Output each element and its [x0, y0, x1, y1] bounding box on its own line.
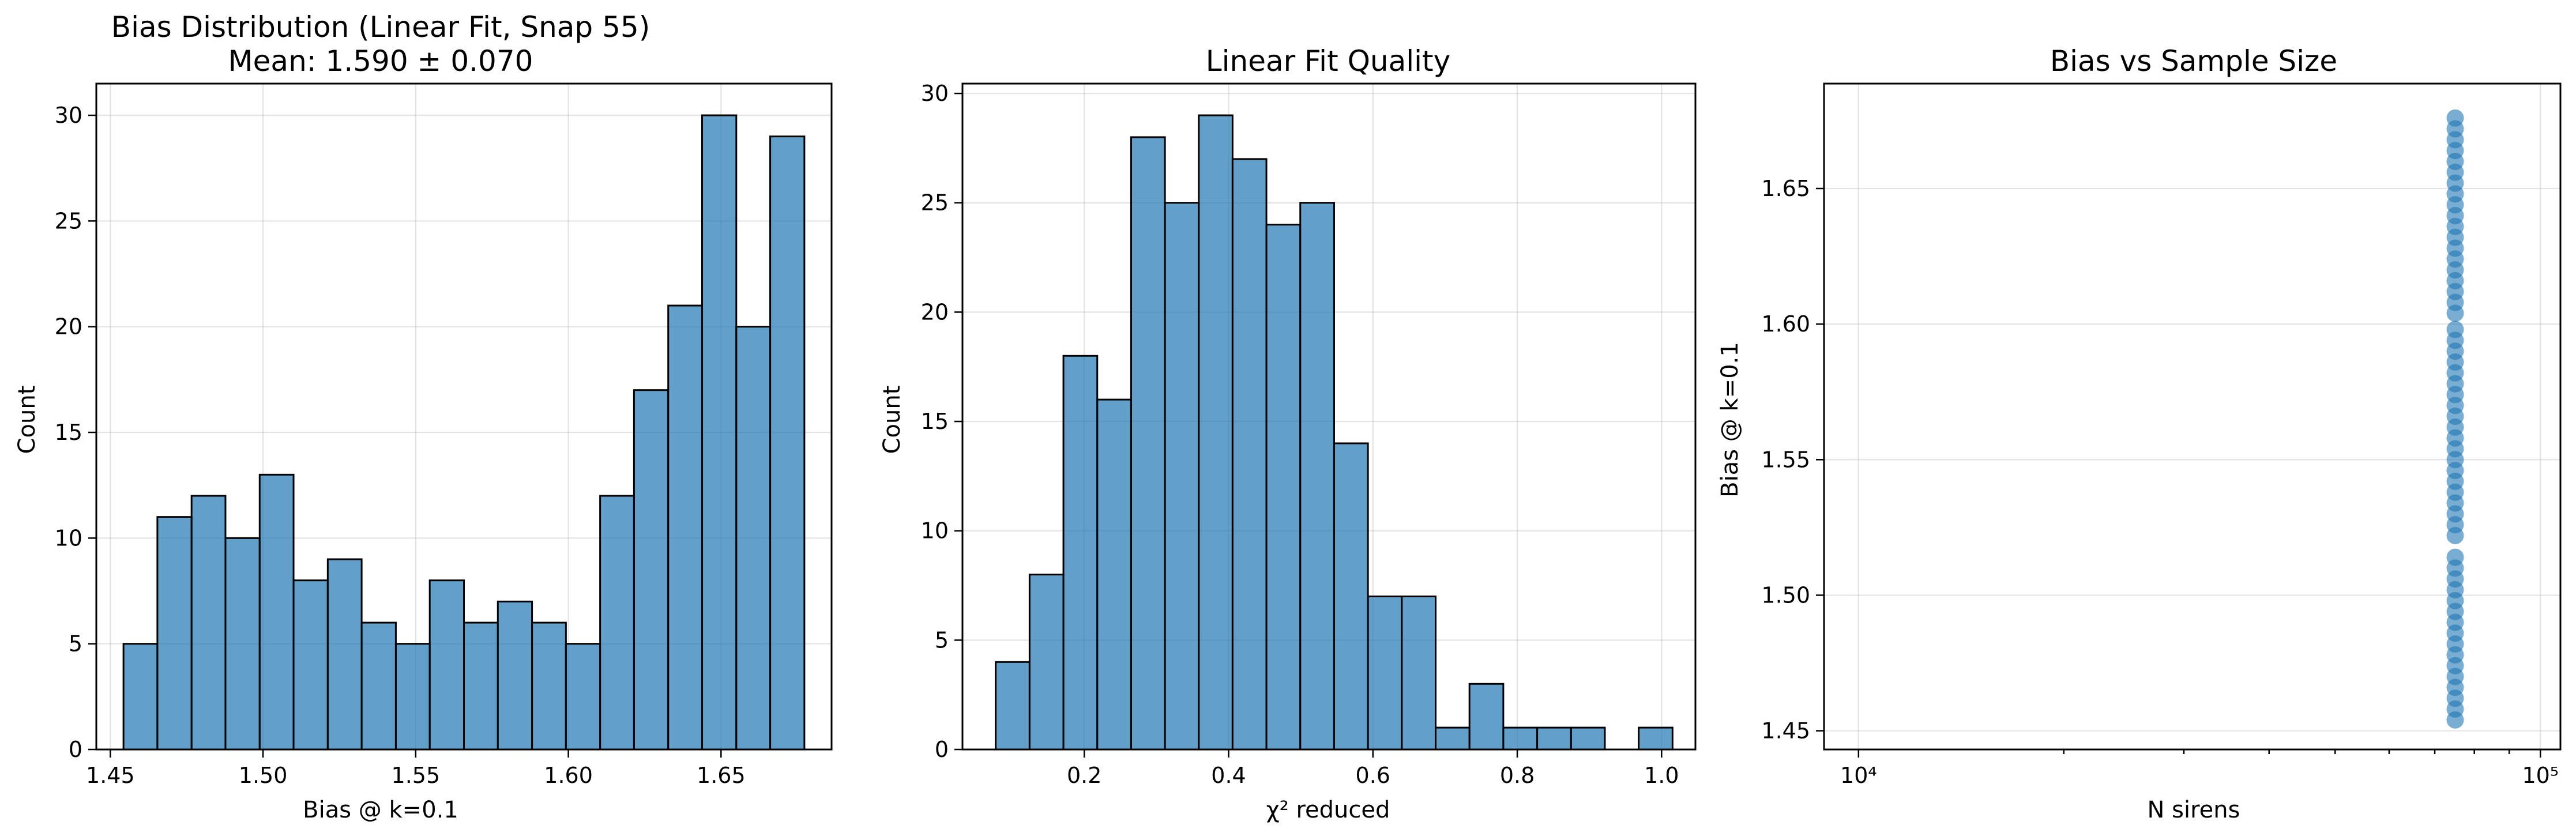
- histogram-bar: [735, 326, 772, 751]
- histogram-bar: [1536, 726, 1572, 751]
- x-tick-label: 1.45: [86, 763, 135, 788]
- histogram-bar: [1570, 726, 1606, 751]
- x-tick-label: 10⁴: [1840, 763, 1877, 788]
- histogram-bar: [1502, 726, 1539, 751]
- x-axis-label: χ² reduced: [1266, 797, 1390, 823]
- scatter-point: [2446, 109, 2464, 127]
- x-tick-label: 1.0: [1644, 763, 1679, 788]
- x-tick-label: 10⁵: [2522, 763, 2559, 788]
- y-tick-label: 0: [69, 737, 82, 762]
- histogram-bar: [1435, 726, 1471, 751]
- y-tick-label: 15: [921, 409, 949, 434]
- histogram-bar: [1367, 595, 1403, 751]
- histogram-bar: [531, 621, 567, 751]
- histogram-bar: [258, 473, 295, 751]
- histogram-bar: [599, 495, 635, 751]
- axes-frame: [1823, 82, 2562, 751]
- x-tick-label: 1.50: [239, 763, 288, 788]
- histogram-bar: [1401, 595, 1437, 751]
- y-tick-label: 25: [55, 208, 82, 233]
- histogram-bar: [122, 643, 159, 751]
- y-tick-label: 20: [921, 299, 949, 325]
- histogram-bar: [224, 537, 261, 751]
- fit-quality-panel: Linear Fit Quality χ² reduced Count 0.2 0…: [879, 44, 1697, 823]
- histogram-bar: [1198, 114, 1234, 751]
- y-tick-label: 1.55: [1761, 447, 1810, 472]
- y-tick-label: 1.65: [1761, 176, 1810, 201]
- histogram-bar: [156, 516, 193, 751]
- scatter-point: [2446, 548, 2464, 566]
- chart-title: Bias vs Sample Size: [2050, 44, 2337, 78]
- x-tick-label: 1.55: [392, 763, 441, 788]
- y-tick-label: 0: [935, 737, 949, 762]
- y-tick-label: 20: [55, 314, 82, 340]
- y-tick-label: 25: [921, 190, 949, 216]
- histogram-bar: [1265, 224, 1302, 751]
- histogram-bar: [292, 579, 329, 751]
- x-tick-label: 0.6: [1356, 763, 1390, 788]
- y-tick-label: 5: [69, 631, 82, 657]
- histogram-bar: [1164, 202, 1200, 751]
- histogram-bar: [428, 579, 465, 751]
- histogram-bar: [1468, 683, 1505, 751]
- y-tick-label: 1.50: [1761, 582, 1810, 608]
- y-axis-label: Count: [14, 386, 40, 454]
- histogram-bar: [667, 304, 703, 751]
- x-tick-label: 0.8: [1500, 763, 1535, 788]
- histogram-bar: [1096, 398, 1132, 751]
- y-tick-label: 10: [55, 525, 82, 551]
- histogram-bar: [497, 600, 533, 751]
- x-tick-label: 1.60: [544, 763, 593, 788]
- histogram-bar: [360, 621, 397, 751]
- histogram-bar: [326, 558, 363, 751]
- x-axis-label: N sirens: [2148, 797, 2240, 823]
- histogram-bar: [394, 643, 431, 751]
- y-tick-label: 15: [55, 420, 82, 445]
- bias-distribution-panel: Bias Distribution (Linear Fit, Snap 55) …: [14, 10, 833, 823]
- x-tick-label: 1.65: [697, 763, 746, 788]
- histogram-bar: [1299, 202, 1335, 751]
- chart-subtitle: Mean: 1.590 ± 0.070: [228, 44, 533, 78]
- histogram-bar: [1231, 158, 1268, 751]
- y-tick-label: 10: [921, 518, 949, 544]
- histogram-bar: [1130, 136, 1166, 751]
- chart-title: Bias Distribution (Linear Fit, Snap 55): [111, 10, 650, 44]
- axes-frame: [961, 82, 1697, 751]
- y-axis-label: Bias @ k=0.1: [1717, 342, 1743, 498]
- histogram-bar: [190, 495, 227, 751]
- y-tick-label: 5: [935, 627, 949, 653]
- y-tick-label: 1.45: [1761, 718, 1810, 744]
- chart-title: Linear Fit Quality: [1206, 44, 1450, 78]
- histogram-bar: [701, 114, 738, 751]
- histogram-bar: [565, 643, 601, 751]
- histogram-bar: [995, 661, 1031, 751]
- x-axis-label: Bias @ k=0.1: [303, 797, 458, 823]
- histogram-bar: [1062, 355, 1099, 751]
- scatter-point: [2446, 321, 2464, 338]
- y-axis-label: Count: [879, 386, 905, 454]
- histogram-bar: [463, 621, 499, 751]
- histogram-bar: [1028, 574, 1065, 751]
- histogram-bar: [633, 389, 670, 751]
- bias-vs-sample-size-panel: Bias vs Sample Size N sirens Bias @ k=0.…: [1717, 44, 2562, 823]
- axes-frame: [95, 82, 833, 751]
- y-tick-label: 1.60: [1761, 311, 1810, 337]
- histogram-bar: [1333, 442, 1369, 751]
- x-tick-label: 0.2: [1067, 763, 1101, 788]
- y-tick-label: 30: [921, 81, 949, 106]
- histogram-bar: [769, 135, 806, 751]
- histogram-bar: [1638, 726, 1674, 751]
- y-tick-label: 30: [55, 103, 82, 128]
- x-tick-label: 0.4: [1211, 763, 1246, 788]
